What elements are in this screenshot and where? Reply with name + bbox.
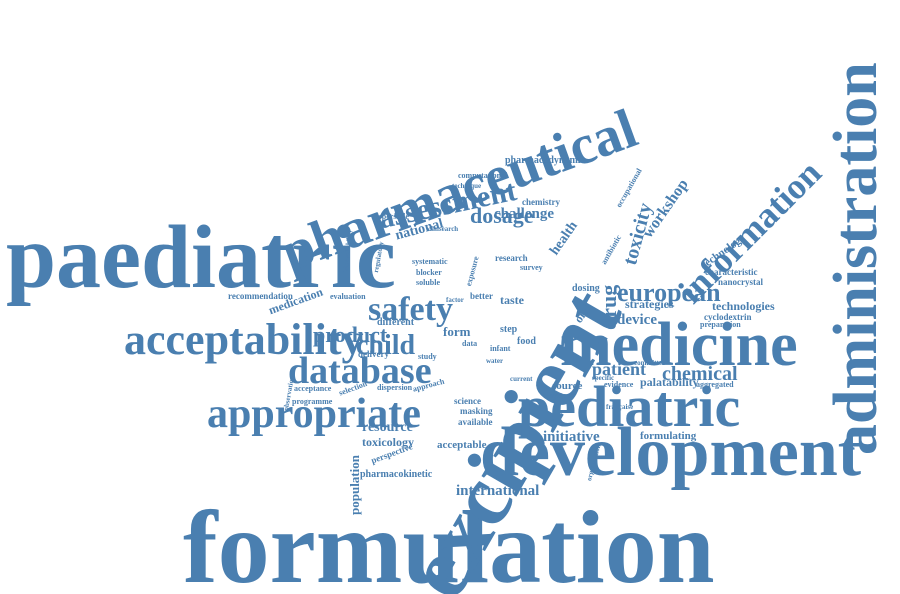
- word-step: step: [500, 324, 518, 335]
- word-computational: computational: [458, 171, 508, 180]
- word-aggregated: aggregated: [696, 380, 734, 389]
- word-specific: specific: [592, 374, 615, 382]
- word-dosing: dosing: [572, 283, 600, 294]
- word-health: health: [547, 218, 581, 259]
- word-palatability: palatability: [640, 375, 699, 389]
- word-soluble: soluble: [416, 278, 441, 287]
- word-nanocrystal: nanocrystal: [718, 277, 763, 287]
- word-masking: masking: [460, 406, 493, 416]
- word-development: development: [480, 414, 862, 491]
- word-medicine: medicine: [560, 311, 798, 379]
- word-characteristic: characteristic: [705, 267, 758, 277]
- word-database: database: [288, 350, 432, 392]
- word-pediatric: pediatric: [518, 374, 741, 439]
- word-science: science: [454, 396, 481, 406]
- word-paediatric: paediatric: [6, 208, 396, 307]
- word-international: international: [456, 483, 540, 499]
- word-dosage: dosage: [470, 203, 534, 228]
- word-clinsearch: clinsearch: [428, 225, 459, 233]
- word-evidence: evidence: [604, 380, 634, 389]
- word-different: different: [377, 317, 415, 328]
- word-product: product: [313, 322, 388, 347]
- word-committee: committee: [634, 359, 666, 367]
- word-infant: infant: [490, 344, 511, 353]
- word-delivery: delivery: [358, 349, 389, 359]
- word-data: data: [462, 339, 478, 348]
- word-exposure: exposure: [464, 255, 481, 288]
- word-taste: taste: [500, 293, 524, 307]
- word-appropriate: appropriate: [207, 391, 421, 437]
- word-chemical: chemical: [662, 363, 738, 385]
- word-cyclodextrin: cyclodextrin: [704, 312, 752, 322]
- word-acceptability: acceptability: [124, 315, 364, 364]
- word-water: water: [486, 357, 504, 365]
- word-safety: safety: [368, 291, 453, 328]
- word-study: study: [418, 352, 437, 361]
- word-administration: administration: [822, 62, 890, 455]
- word-toxicology: toxicology: [362, 435, 414, 449]
- word-programme: programme: [292, 397, 333, 406]
- word-device: device: [617, 312, 657, 328]
- word-blocker: blocker: [416, 268, 442, 277]
- word-strategies: strategies: [625, 297, 674, 311]
- word-research: research: [495, 253, 528, 263]
- word-formulation: formulation: [183, 490, 715, 594]
- word-child: child: [356, 330, 416, 361]
- word-recommendation: recommendation: [228, 291, 293, 301]
- word-form: form: [443, 324, 471, 339]
- word-better: better: [470, 291, 493, 301]
- word-acceptance: acceptance: [294, 384, 332, 393]
- word-current: current: [510, 375, 533, 383]
- word-technologies: technologies: [712, 299, 775, 313]
- word-technique: technique: [452, 182, 482, 190]
- word-survey: survey: [520, 263, 543, 272]
- word-acceptable: acceptable: [437, 439, 487, 451]
- word-chemistry: chemistry: [522, 197, 560, 207]
- word-food: food: [517, 336, 536, 347]
- word-evaluation: evaluation: [330, 292, 366, 301]
- word-patient: patient: [592, 359, 646, 379]
- word-pharmacodynamic: pharmacodynamic: [505, 155, 585, 166]
- word-population: population: [347, 455, 362, 515]
- word-resource: resource: [362, 420, 413, 435]
- word-systematic: systematic: [412, 257, 448, 266]
- word-source: source: [552, 380, 583, 392]
- word-pharmacokinetic: pharmacokinetic: [360, 469, 433, 480]
- word-dispersible: dispersible: [372, 212, 409, 221]
- word-challenge: challenge: [494, 206, 554, 222]
- word-available: available: [458, 417, 493, 427]
- word-preparation: preparation: [700, 320, 741, 329]
- word-factor: factor: [446, 296, 464, 304]
- word-francaise: française: [606, 403, 634, 411]
- word-system: system: [550, 391, 574, 400]
- word-dispersion: dispersion: [377, 383, 413, 392]
- word-formulating: formulating: [640, 430, 697, 442]
- word-initiative: initiative: [543, 429, 600, 445]
- word-european: european: [617, 278, 721, 307]
